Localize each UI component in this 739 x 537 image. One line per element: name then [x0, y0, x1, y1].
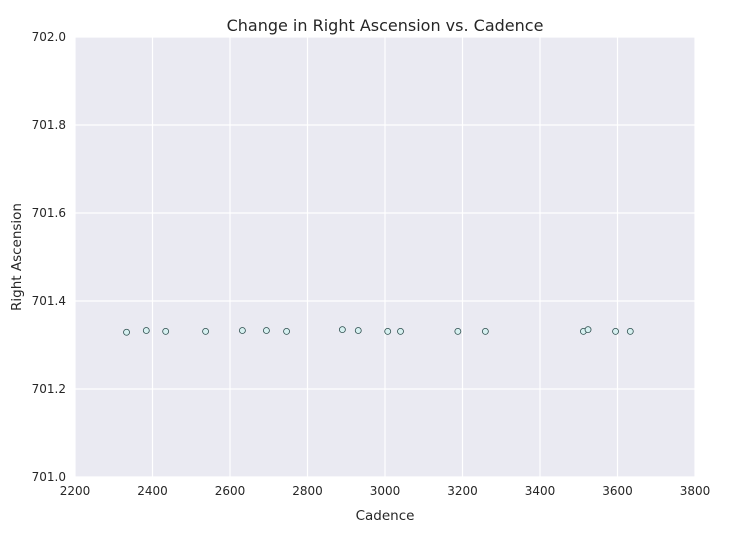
x-tick-label: 3800 — [680, 484, 711, 498]
data-point — [626, 327, 634, 335]
data-point — [612, 327, 619, 335]
y-tick-labels: 701.0 701.2 701.4 701.6 701.8 702.0 — [32, 30, 66, 484]
grid-lines — [74, 36, 696, 478]
x-tick-label: 2200 — [60, 484, 91, 498]
data-point — [481, 327, 489, 335]
data-point — [354, 327, 362, 334]
y-tick-label: 701.8 — [32, 118, 66, 132]
y-axis-label: Right Ascension — [9, 203, 25, 311]
x-tick-label: 2600 — [215, 484, 246, 498]
x-tick-label: 2400 — [137, 484, 168, 498]
y-tick-label: 701.2 — [32, 382, 66, 396]
data-point — [397, 327, 404, 335]
x-tick-label: 3200 — [447, 484, 478, 498]
data-point — [338, 326, 346, 334]
data-point — [142, 327, 150, 334]
data-point — [238, 327, 246, 334]
data-point — [384, 327, 392, 335]
y-tick-label: 701.6 — [32, 206, 66, 220]
x-axis-label: Cadence — [356, 508, 415, 524]
y-tick-label: 702.0 — [32, 30, 66, 44]
x-tick-label: 3000 — [370, 484, 401, 498]
x-tick-label: 3600 — [602, 484, 633, 498]
chart-title: Change in Right Ascension vs. Cadence — [227, 16, 544, 35]
data-point — [584, 326, 592, 334]
data-point — [454, 327, 462, 335]
data-point — [123, 328, 130, 336]
x-tick-label: 3400 — [525, 484, 556, 498]
y-tick-label: 701.0 — [32, 470, 66, 484]
data-point — [202, 327, 209, 335]
y-tick-label: 701.4 — [32, 294, 66, 308]
x-tick-labels: 2200 2400 2600 2800 3000 3200 3400 3600 3800 — [60, 484, 711, 498]
data-point — [263, 327, 270, 334]
data-point — [162, 327, 170, 335]
data-point — [283, 327, 290, 335]
x-tick-label: 2800 — [292, 484, 323, 498]
data-points — [123, 326, 634, 336]
